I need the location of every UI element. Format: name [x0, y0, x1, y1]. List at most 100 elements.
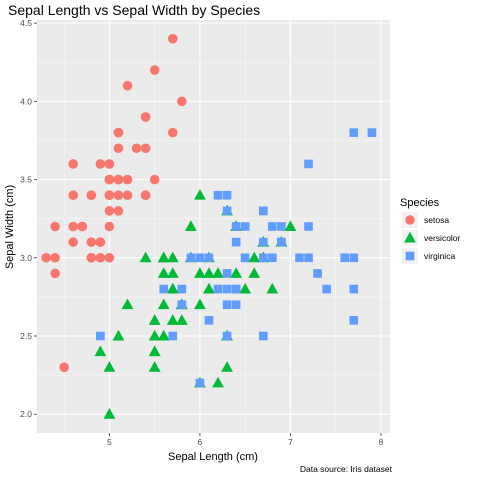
virginica-point — [168, 332, 177, 341]
setosa-point — [168, 34, 178, 44]
virginica-point — [241, 253, 250, 262]
setosa-point — [177, 97, 187, 107]
virginica-point — [196, 253, 205, 262]
setosa-point — [41, 253, 51, 263]
virginica-point — [223, 269, 232, 278]
virginica-point — [304, 222, 313, 231]
setosa-point — [96, 237, 106, 247]
setosa-point — [114, 128, 124, 138]
virginica-point — [241, 222, 250, 231]
setosa-point — [87, 190, 97, 200]
setosa-point — [123, 175, 133, 185]
y-tick-label: 4.5 — [20, 18, 32, 28]
legend: Species setosa versicolor virginica — [400, 197, 461, 264]
setosa-point — [96, 159, 106, 169]
setosa-point — [50, 253, 60, 263]
setosa-point — [168, 128, 178, 138]
legend-versicolor-label: versicolor — [424, 233, 461, 243]
setosa-point — [77, 222, 87, 232]
setosa-point — [141, 143, 151, 153]
setosa-point — [105, 222, 115, 232]
setosa-point — [105, 190, 115, 200]
setosa-point — [114, 175, 124, 185]
virginica-point — [295, 253, 304, 262]
virginica-point — [223, 191, 232, 200]
setosa-point — [150, 175, 160, 185]
setosa-point — [114, 206, 124, 216]
setosa-point — [68, 159, 78, 169]
virginica-point — [277, 222, 286, 231]
virginica-point — [304, 253, 313, 262]
setosa-point — [50, 222, 60, 232]
virginica-point — [368, 128, 377, 137]
setosa-point — [68, 190, 78, 200]
virginica-point — [232, 285, 241, 294]
virginica-point — [223, 332, 232, 341]
virginica-point — [259, 207, 268, 216]
virginica-point — [304, 160, 313, 169]
legend-title: Species — [400, 197, 440, 209]
virginica-point — [214, 191, 223, 200]
y-axis-label: Sepal Width (cm) — [4, 185, 16, 269]
virginica-point — [205, 253, 214, 262]
setosa-point — [114, 143, 124, 153]
setosa-point — [114, 190, 124, 200]
setosa-point — [59, 362, 69, 372]
setosa-point — [87, 253, 97, 263]
setosa-point — [150, 65, 160, 75]
setosa-point — [68, 222, 78, 232]
virginica-point — [259, 253, 268, 262]
virginica-point — [187, 253, 196, 262]
virginica-point — [313, 269, 322, 278]
virginica-point — [322, 285, 331, 294]
virginica-point — [268, 222, 277, 231]
x-tick-label: 7 — [288, 437, 293, 447]
x-tick-label: 5 — [107, 437, 112, 447]
plot-panel — [37, 20, 390, 433]
virginica-point — [223, 300, 232, 309]
virginica-point — [96, 332, 105, 341]
y-tick-label: 3.0 — [20, 253, 32, 263]
virginica-point — [259, 238, 268, 247]
chart-title: Sepal Length vs Sepal Width by Species — [8, 2, 260, 18]
virginica-point — [205, 316, 214, 325]
setosa-point — [87, 237, 97, 247]
y-axis-ticks: 2.0 2.5 3.0 3.5 4.0 4.5 — [20, 18, 37, 419]
legend-setosa-label: setosa — [424, 215, 449, 225]
setosa-point — [123, 81, 133, 91]
setosa-point — [96, 253, 106, 263]
virginica-point — [214, 285, 223, 294]
virginica-point — [340, 253, 349, 262]
setosa-point — [123, 190, 133, 200]
virginica-point — [259, 332, 268, 341]
virginica-point — [223, 207, 232, 216]
legend-virginica-label: virginica — [424, 251, 455, 261]
virginica-point — [232, 222, 241, 231]
virginica-point — [349, 253, 358, 262]
x-tick-label: 8 — [379, 437, 384, 447]
caption: Data source: Iris dataset — [300, 464, 393, 474]
virginica-point — [178, 285, 187, 294]
virginica-point — [349, 316, 358, 325]
x-tick-label: 6 — [198, 437, 203, 447]
setosa-point — [105, 175, 115, 185]
virginica-point — [268, 253, 277, 262]
virginica-point — [277, 238, 286, 247]
virginica-point — [232, 300, 241, 309]
y-tick-label: 3.5 — [20, 175, 32, 185]
setosa-point — [105, 253, 115, 263]
virginica-point — [349, 128, 358, 137]
virginica-point — [159, 285, 168, 294]
virginica-point — [223, 285, 232, 294]
x-axis-ticks: 5 6 7 8 — [107, 433, 384, 447]
setosa-point — [141, 190, 151, 200]
setosa-point — [105, 206, 115, 216]
y-tick-label: 2.5 — [20, 331, 32, 341]
legend-virginica-icon — [406, 252, 415, 261]
virginica-point — [196, 379, 205, 388]
y-tick-label: 2.0 — [20, 409, 32, 419]
virginica-point — [232, 238, 241, 247]
setosa-point — [132, 143, 142, 153]
setosa-point — [68, 237, 78, 247]
